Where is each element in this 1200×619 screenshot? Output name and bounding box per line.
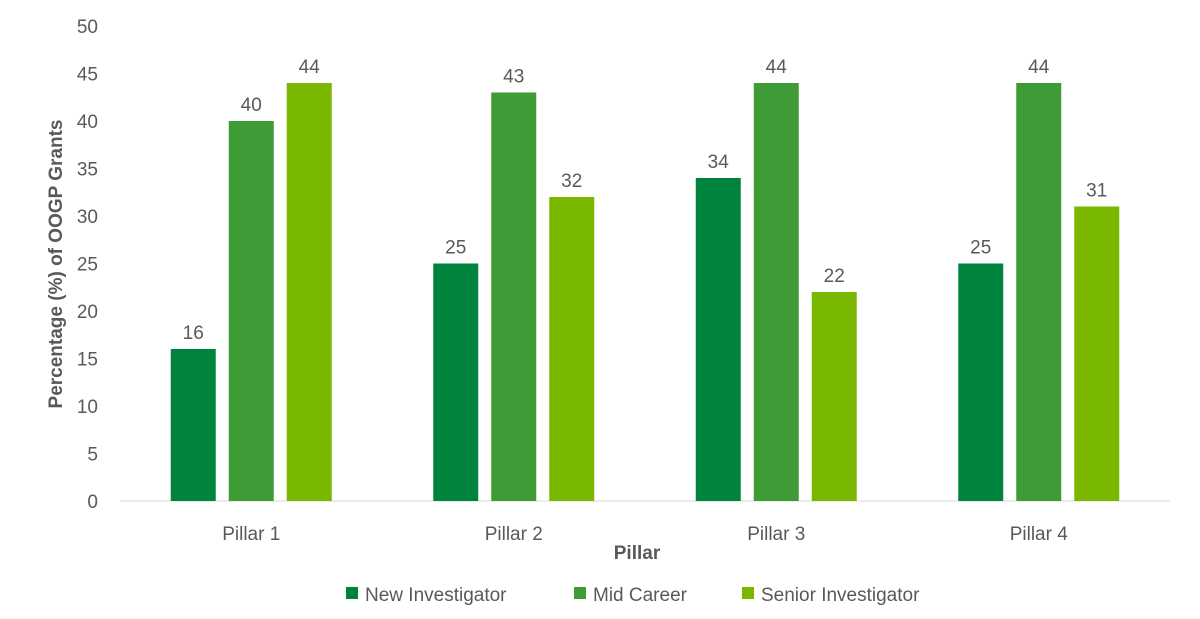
bar-senior-investigator <box>811 292 857 501</box>
legend-label: Senior Investigator <box>761 585 920 606</box>
data-label: 25 <box>445 238 466 259</box>
y-tick-label: 25 <box>77 255 98 276</box>
data-label: 16 <box>183 323 204 344</box>
data-label: 22 <box>824 266 845 287</box>
legend-label: Mid Career <box>593 585 688 606</box>
data-label: 40 <box>241 95 262 116</box>
y-axis-label: Percentage (%) of OOGP Grants <box>46 120 67 409</box>
data-label: 31 <box>1086 181 1107 202</box>
bar-new-investigator <box>170 349 216 501</box>
bar-new-investigator <box>433 263 479 501</box>
y-tick-label: 50 <box>77 17 98 38</box>
y-tick-label: 5 <box>87 445 98 466</box>
x-axis-label: Pillar <box>614 543 661 564</box>
data-label: 43 <box>503 67 524 88</box>
bar-senior-investigator <box>286 83 332 501</box>
y-tick-label: 30 <box>77 207 98 228</box>
y-tick-label: 15 <box>77 350 98 371</box>
data-label: 25 <box>970 238 991 259</box>
y-tick-label: 35 <box>77 160 98 181</box>
y-tick-label: 0 <box>87 492 98 513</box>
bar-mid-career <box>228 121 274 501</box>
data-label: 44 <box>1028 57 1050 78</box>
data-label: 44 <box>766 57 788 78</box>
data-label: 44 <box>299 57 321 78</box>
y-tick-label: 45 <box>77 65 98 86</box>
bar-mid-career <box>491 92 537 501</box>
bar-mid-career <box>1016 83 1062 501</box>
data-label: 32 <box>561 171 582 192</box>
x-tick-label: Pillar 2 <box>485 524 543 545</box>
data-label: 34 <box>708 152 730 173</box>
bar-senior-investigator <box>549 197 595 501</box>
bar-senior-investigator <box>1074 206 1120 501</box>
legend-swatch <box>574 587 586 599</box>
bar-new-investigator <box>695 178 741 501</box>
y-tick-label: 10 <box>77 397 98 418</box>
legend-swatch <box>346 587 358 599</box>
x-tick-label: Pillar 4 <box>1010 524 1069 545</box>
bar-new-investigator <box>958 263 1004 501</box>
x-tick-label: Pillar 3 <box>747 524 805 545</box>
y-tick-label: 20 <box>77 302 98 323</box>
bar-mid-career <box>753 83 799 501</box>
legend-label: New Investigator <box>365 585 507 606</box>
y-tick-label: 40 <box>77 112 98 133</box>
legend-swatch <box>742 587 754 599</box>
x-tick-label: Pillar 1 <box>222 524 280 545</box>
